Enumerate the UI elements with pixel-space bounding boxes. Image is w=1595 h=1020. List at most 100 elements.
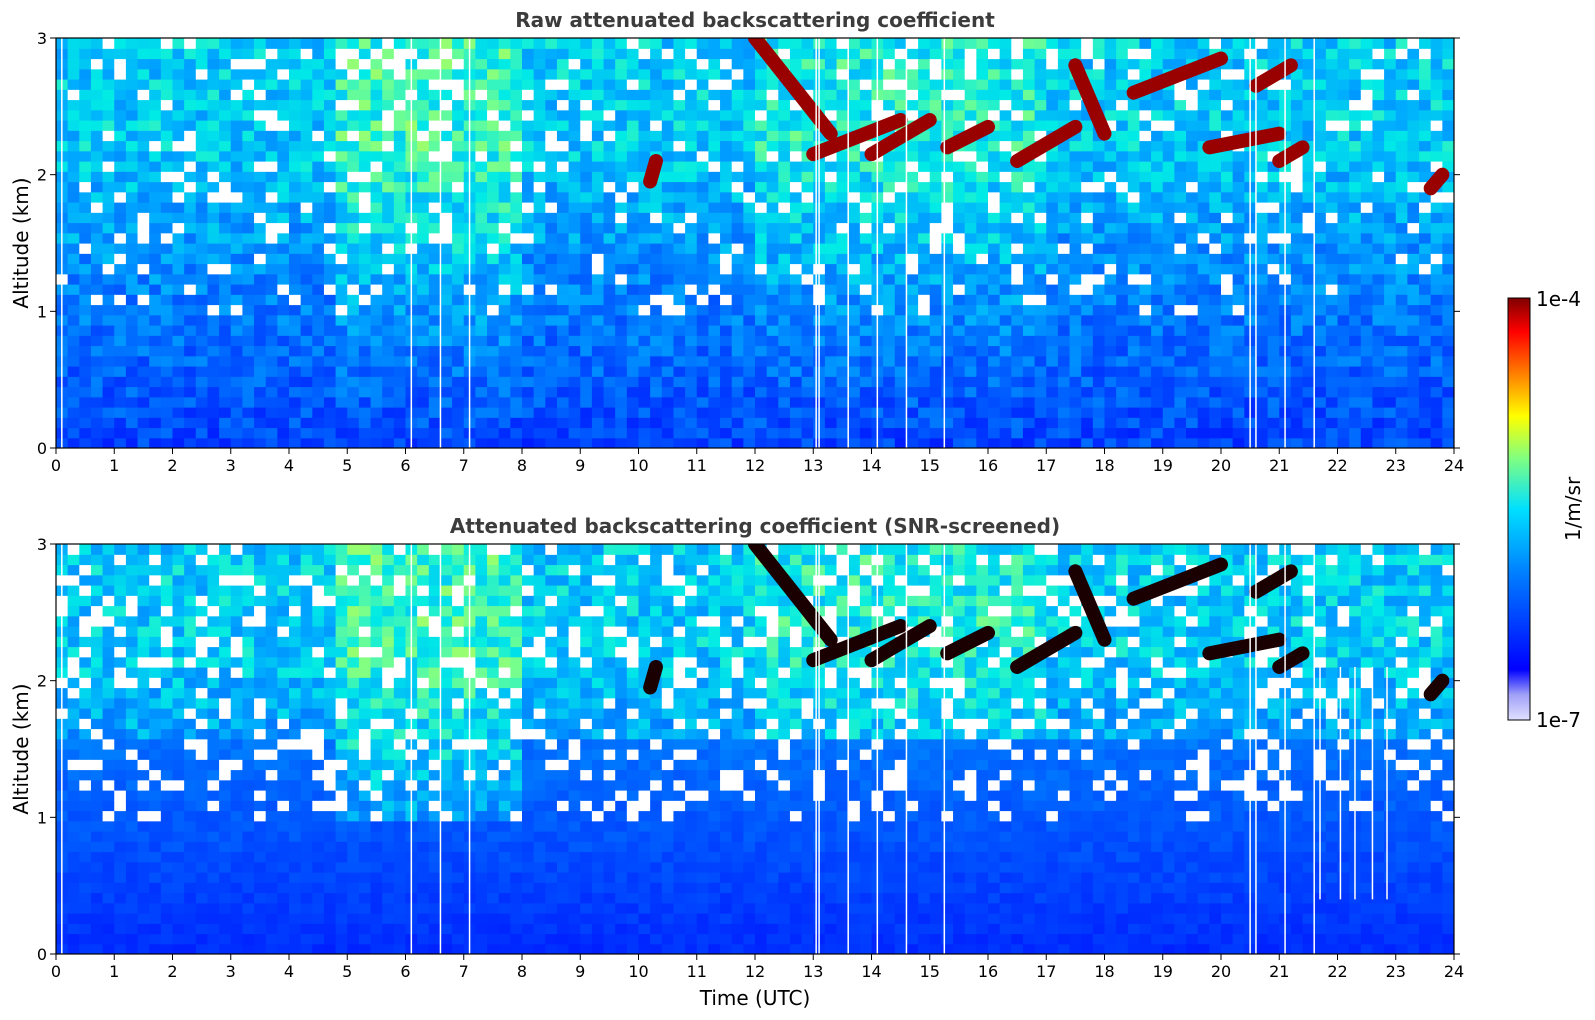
heatmap-cell	[1360, 181, 1374, 193]
heatmap-cell	[906, 99, 919, 111]
heatmap-cell	[498, 345, 511, 357]
heatmap-cell	[1267, 171, 1280, 183]
heatmap-cell	[1395, 345, 1408, 357]
heatmap-cell	[393, 89, 407, 101]
heatmap-cell	[743, 325, 756, 336]
heatmap-cell	[999, 376, 1012, 388]
heatmap-cell	[1442, 222, 1454, 234]
heatmap-cell	[1407, 150, 1420, 162]
heatmap-cell	[207, 437, 220, 448]
heatmap-cell	[848, 284, 861, 295]
heatmap-cell	[452, 407, 465, 418]
heatmap-cell	[836, 314, 849, 326]
heatmap-cell	[1081, 417, 1094, 429]
heatmap-cell	[1407, 130, 1420, 142]
heatmap-cell	[1034, 427, 1047, 439]
heatmap-cell	[475, 161, 488, 172]
heatmap-cell	[824, 366, 838, 377]
heatmap-cell	[1209, 314, 1222, 326]
heatmap-cell	[172, 99, 185, 111]
heatmap-cell	[964, 263, 977, 275]
heatmap-cell	[976, 243, 989, 254]
heatmap-cell	[1302, 273, 1315, 285]
heatmap-cell	[1162, 376, 1175, 388]
heatmap-cell	[382, 140, 395, 152]
heatmap-cell	[1197, 396, 1210, 408]
heatmap-cell	[1384, 109, 1397, 121]
heatmap-cell	[1407, 89, 1420, 101]
heatmap-cell	[1151, 335, 1164, 347]
heatmap-cell	[743, 48, 756, 60]
heatmap-cell	[1325, 222, 1339, 234]
heatmap-cell	[300, 366, 313, 377]
heatmap-cell	[824, 202, 838, 213]
heatmap-cell	[580, 325, 593, 336]
heatmap-cell	[300, 427, 313, 439]
heatmap-cell	[149, 335, 162, 347]
heatmap-cell	[417, 355, 430, 367]
heatmap-cell	[382, 212, 395, 224]
heatmap-cell	[1419, 304, 1432, 316]
heatmap-cell	[1337, 212, 1350, 224]
heatmap-cell	[440, 222, 453, 234]
heatmap-cell	[347, 376, 360, 388]
heatmap-cell	[382, 243, 395, 254]
heatmap-cell	[1092, 161, 1106, 172]
heatmap-cell	[277, 304, 290, 316]
heatmap-cell	[1325, 386, 1339, 398]
heatmap-cell	[1360, 58, 1374, 70]
heatmap-cell	[685, 304, 698, 316]
heatmap-cell	[242, 335, 255, 347]
heatmap-cell	[1034, 284, 1047, 295]
heatmap-cell	[79, 355, 92, 367]
cloud-feature	[1126, 51, 1228, 100]
heatmap-cell	[335, 79, 348, 90]
heatmap-cell	[242, 376, 255, 388]
heatmap-cell	[1314, 212, 1327, 224]
heatmap-cell	[650, 253, 663, 265]
heatmap-cell	[626, 243, 640, 254]
heatmap-cell	[207, 294, 220, 306]
heatmap-cell	[1081, 130, 1094, 142]
heatmap-cell	[417, 89, 430, 101]
heatmap-cell	[498, 58, 511, 70]
heatmap-cell	[498, 99, 511, 111]
heatmap-cell	[1069, 314, 1082, 326]
heatmap-cell	[1127, 181, 1141, 193]
heatmap-cell	[242, 181, 255, 193]
heatmap-cell	[673, 366, 686, 377]
heatmap-cell	[789, 253, 803, 265]
heatmap-cell	[580, 130, 593, 142]
heatmap-cell	[789, 68, 803, 80]
heatmap-cell	[1116, 304, 1129, 316]
heatmap-cell	[498, 417, 511, 429]
heatmap-cell	[358, 181, 372, 193]
heatmap-cell	[1337, 232, 1350, 244]
heatmap-cell	[964, 181, 977, 193]
heatmap-cell	[743, 130, 756, 142]
heatmap-cell	[766, 284, 779, 295]
heatmap-cell	[393, 345, 407, 357]
heatmap-cell	[1046, 253, 1059, 265]
heatmap-cell	[475, 417, 488, 429]
heatmap-cell	[137, 99, 150, 111]
heatmap-cell	[1092, 417, 1106, 429]
heatmap-cell	[67, 150, 80, 162]
heatmap-cell	[941, 304, 954, 316]
heatmap-cell	[207, 161, 220, 172]
heatmap-cell	[114, 202, 127, 213]
heatmap-cell	[626, 99, 640, 111]
heatmap-cell	[883, 68, 896, 80]
heatmap-cell	[1174, 325, 1187, 336]
heatmap-cell	[312, 345, 325, 357]
heatmap-cell	[370, 366, 383, 377]
heatmap-cell	[172, 325, 185, 336]
heatmap-cell	[615, 284, 628, 295]
heatmap-cell	[67, 355, 80, 367]
heatmap-cell	[265, 355, 278, 367]
heatmap-cell	[393, 273, 407, 285]
heatmap-cell	[755, 58, 768, 70]
heatmap-cell	[836, 396, 849, 408]
heatmap-cell	[778, 191, 791, 203]
heatmap-cell	[720, 376, 733, 388]
